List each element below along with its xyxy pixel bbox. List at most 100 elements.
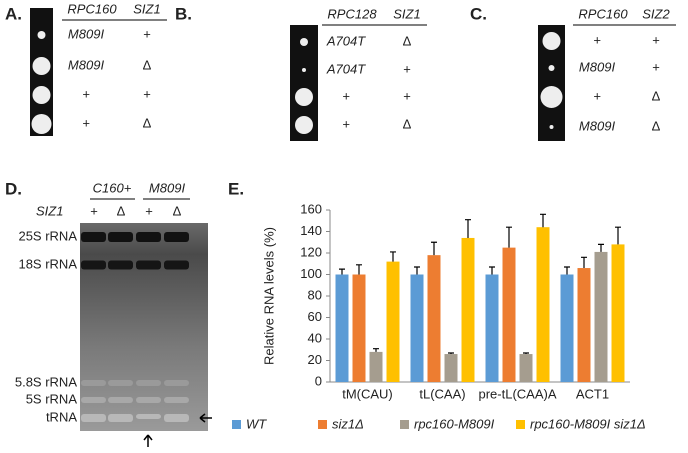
genotype: + xyxy=(403,61,411,76)
spot xyxy=(302,68,306,72)
error-bar xyxy=(431,241,437,256)
spot xyxy=(295,88,313,106)
bar xyxy=(519,354,533,382)
band-label: 5S rRNA xyxy=(26,391,78,406)
x-tick-label: ACT1 xyxy=(576,386,609,401)
bar xyxy=(386,261,400,382)
error-bar xyxy=(465,219,471,238)
genotype: A704T xyxy=(326,61,366,76)
x-tick-label: pre-tL(CAA)A xyxy=(478,386,556,401)
genotype: + xyxy=(143,86,151,101)
band xyxy=(164,232,189,242)
genotype: Δ xyxy=(652,88,661,103)
genotype: + xyxy=(652,32,660,47)
gel xyxy=(80,223,208,431)
error-bar xyxy=(564,266,570,275)
y-tick-label: 20 xyxy=(308,352,322,367)
lane-label: Δ xyxy=(173,203,182,218)
error-bar xyxy=(489,266,495,275)
strain-label: M809I xyxy=(149,180,186,195)
genotype: Δ xyxy=(652,118,661,133)
band-label: 5.8S rRNA xyxy=(15,374,77,389)
panel-label: E. xyxy=(228,179,244,198)
error-bar xyxy=(414,266,420,275)
spot xyxy=(548,65,555,71)
genotype: Δ xyxy=(403,116,412,131)
genotype: A704T xyxy=(326,33,366,48)
genotype: + xyxy=(342,88,350,103)
genotype: + xyxy=(403,88,411,103)
panel-label: B. xyxy=(175,4,192,23)
y-tick-label: 40 xyxy=(308,330,322,345)
bar xyxy=(560,274,574,382)
band xyxy=(81,380,106,386)
bar xyxy=(352,274,366,382)
y-tick-label: 80 xyxy=(308,287,322,302)
band xyxy=(136,232,161,242)
band xyxy=(108,380,133,386)
spot xyxy=(549,125,554,129)
bar xyxy=(427,255,441,382)
band xyxy=(81,260,106,270)
band xyxy=(164,414,189,422)
bar xyxy=(410,274,424,382)
spot xyxy=(295,116,313,134)
band xyxy=(108,232,133,242)
band xyxy=(108,260,133,270)
y-axis-label: Relative RNA levels (%) xyxy=(261,227,276,365)
genotype: + xyxy=(143,26,151,41)
genotype: + xyxy=(593,32,601,47)
genotype: Δ xyxy=(143,115,152,130)
row-label: SIZ1 xyxy=(36,203,63,218)
column-header: SIZ1 xyxy=(133,1,160,16)
column-header: SIZ1 xyxy=(393,6,420,21)
panel-label: A. xyxy=(5,4,22,23)
error-bar xyxy=(523,352,529,355)
column-header: RPC128 xyxy=(327,6,377,21)
band xyxy=(81,232,106,242)
error-bar xyxy=(373,348,379,352)
spot xyxy=(300,38,308,46)
genotype: + xyxy=(593,88,601,103)
spot xyxy=(32,57,51,75)
x-tick-label: tL(CAA) xyxy=(419,386,465,401)
bar xyxy=(611,244,625,382)
genotype: M809I xyxy=(68,26,105,41)
band xyxy=(136,397,161,403)
arrow xyxy=(199,413,212,423)
band xyxy=(108,397,133,403)
bar xyxy=(444,354,458,382)
genotype: Δ xyxy=(143,57,152,72)
legend-swatch xyxy=(232,420,241,429)
bar xyxy=(335,274,349,382)
genotype: M809I xyxy=(579,59,616,74)
error-bar xyxy=(615,226,621,245)
bar xyxy=(594,251,608,382)
band xyxy=(164,260,189,270)
panel-label: C. xyxy=(470,4,487,23)
genotype: + xyxy=(82,86,90,101)
band-label: 18S rRNA xyxy=(18,256,77,271)
error-bar xyxy=(540,213,546,228)
bar xyxy=(536,227,550,382)
bar xyxy=(461,237,475,382)
bar xyxy=(502,247,516,382)
lane-label: Δ xyxy=(117,203,126,218)
y-tick-label: 160 xyxy=(300,201,322,216)
lane-label: + xyxy=(90,203,98,218)
y-tick-label: 0 xyxy=(315,373,322,388)
spot xyxy=(32,86,51,104)
column-header: RPC160 xyxy=(67,1,117,16)
band-label: 25S rRNA xyxy=(18,228,77,243)
band xyxy=(136,414,161,419)
error-bar xyxy=(390,251,396,262)
bar xyxy=(577,268,591,382)
column-header: SIZ2 xyxy=(642,6,670,21)
genotype: + xyxy=(342,116,350,131)
band xyxy=(81,414,106,422)
error-bar xyxy=(448,352,454,355)
error-bar xyxy=(339,268,345,275)
band xyxy=(81,397,106,403)
error-bar xyxy=(581,256,587,269)
y-tick-label: 60 xyxy=(308,309,322,324)
